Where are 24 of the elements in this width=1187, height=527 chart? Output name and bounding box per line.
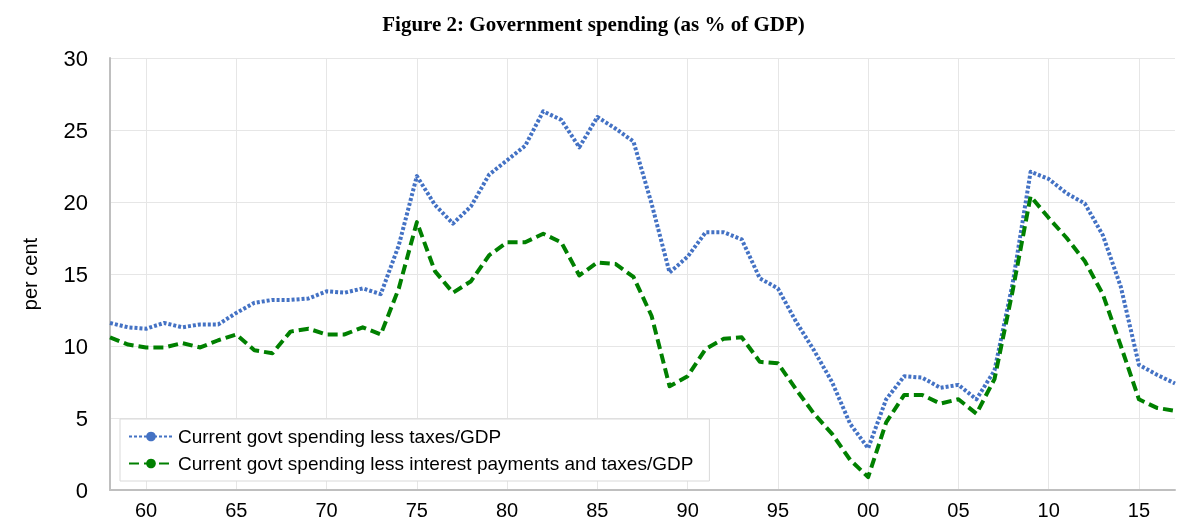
legend-label: Current govt spending less interest payments and taxes/GDP [178,453,694,474]
x-tick-label: 05 [947,499,970,521]
x-tick-label: 15 [1127,499,1151,521]
x-tick-label: 70 [315,499,338,521]
y-axis-title: per cent [19,237,41,311]
x-tick-label: 80 [495,499,519,521]
y-tick-label: 25 [63,117,88,143]
chart-title: Figure 2: Government spending (as % of GDP) [382,11,805,36]
y-tick-label: 5 [75,405,88,431]
x-tick-label: 60 [134,499,158,521]
y-tick-label: 0 [75,477,88,503]
y-tick-label: 30 [63,45,88,71]
x-tick-label: 65 [225,499,248,521]
x-tick-label: 90 [676,499,699,521]
line-series [108,109,1177,451]
legend-label: Current govt spending less taxes/GDP [178,426,502,447]
x-tick-label: 75 [405,499,428,521]
x-tick-label: 10 [1037,499,1060,521]
y-tick-label: 10 [63,333,88,359]
x-tick-label: 00 [857,499,880,521]
x-tick-label: 95 [766,499,790,521]
x-tick-label: 85 [586,499,609,521]
y-tick-label: 20 [63,189,88,215]
y-tick-label: 15 [63,261,88,287]
